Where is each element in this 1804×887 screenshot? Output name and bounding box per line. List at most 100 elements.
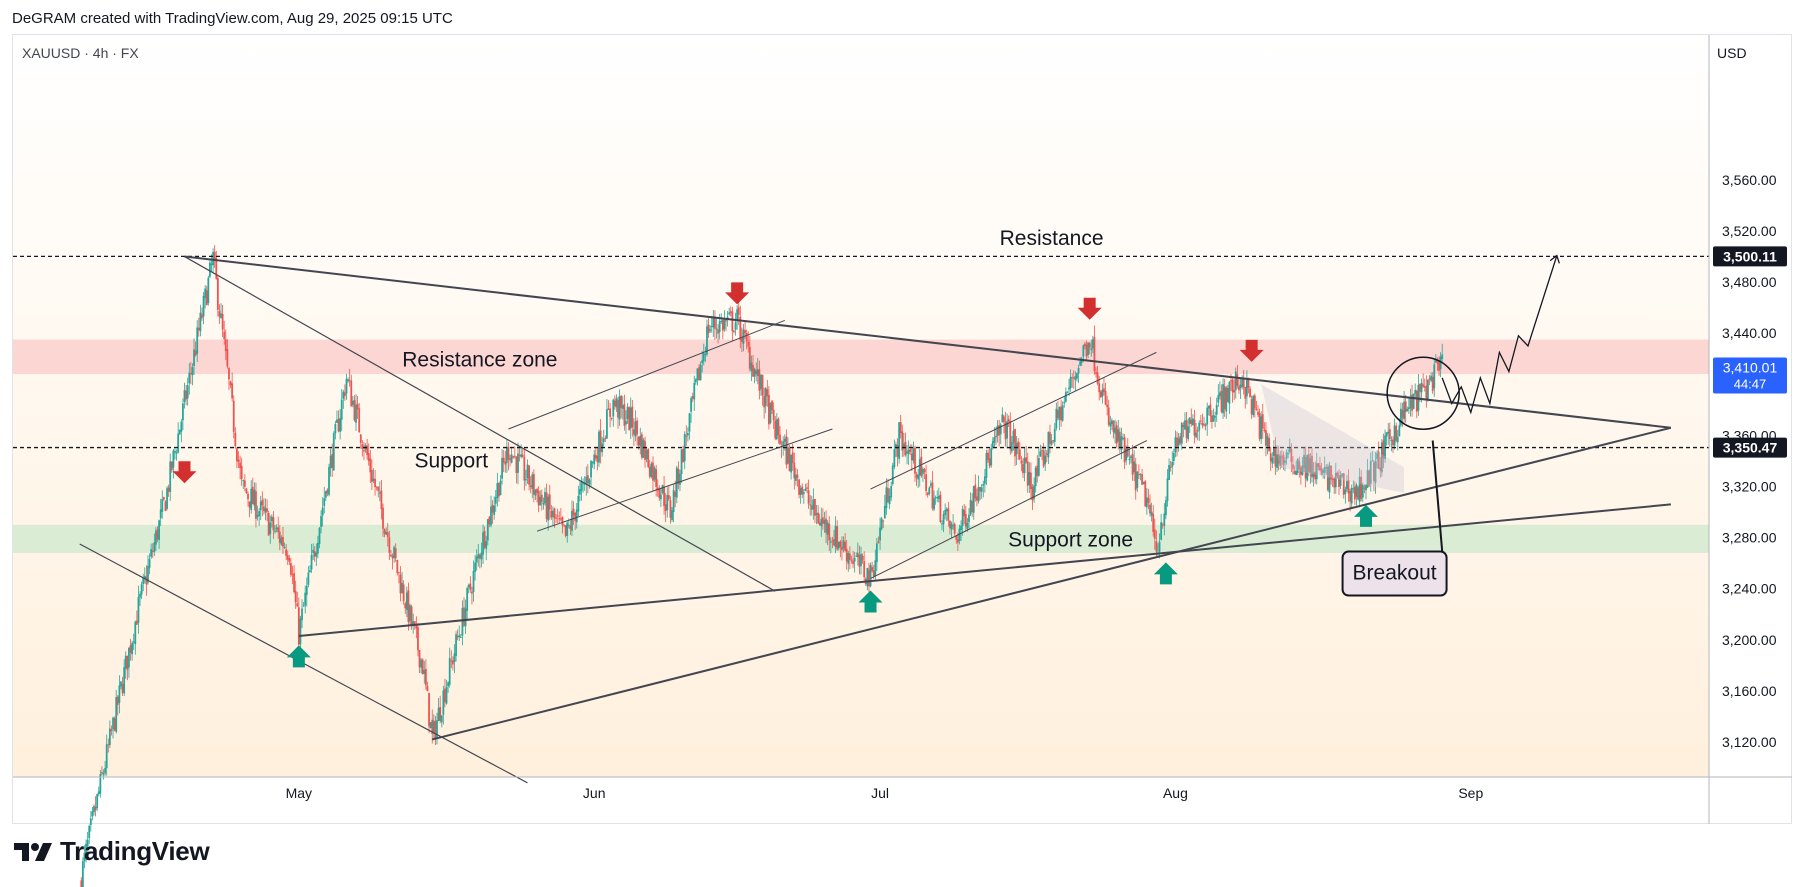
candle-body: [1088, 343, 1091, 348]
candle-body: [404, 603, 407, 609]
candle-body: [761, 374, 764, 396]
candle-body: [202, 295, 205, 317]
candle-body: [629, 407, 632, 429]
candle-body: [1355, 484, 1358, 498]
candle-body: [1346, 481, 1348, 490]
candle-body: [617, 399, 619, 418]
currency-label[interactable]: USD: [1717, 45, 1747, 61]
candle-body: [726, 316, 729, 320]
candle-body: [370, 470, 373, 482]
candle-body: [199, 312, 202, 332]
candle-body: [798, 479, 800, 495]
candle-body: [369, 458, 372, 473]
candle-body: [472, 571, 475, 592]
candle-body: [236, 448, 238, 462]
candle-body: [858, 554, 861, 567]
candle-body: [1028, 472, 1031, 486]
candle-body: [1026, 461, 1029, 486]
candle-body: [599, 430, 602, 452]
candle-body: [934, 497, 937, 499]
candle-body: [1427, 379, 1429, 400]
candle-body: [180, 421, 183, 432]
y-tick-label: 3,120.00: [1722, 734, 1777, 750]
candle-body: [188, 372, 191, 384]
candle-body: [807, 490, 810, 504]
peak-arrow-2: [1077, 297, 1102, 320]
candle-body: [1158, 541, 1161, 552]
candle-body: [504, 461, 507, 465]
candle-body: [1203, 424, 1205, 426]
candle-body: [961, 508, 964, 526]
candle-body: [620, 395, 623, 408]
candle-body: [243, 480, 246, 487]
candle-body: [278, 531, 281, 543]
candle-body: [1304, 457, 1307, 479]
candle-body: [1041, 450, 1043, 452]
candle-body: [220, 313, 222, 318]
candle-body: [1212, 415, 1215, 422]
candle-body: [323, 498, 326, 506]
candle-body: [343, 392, 346, 396]
candle-body: [588, 479, 591, 485]
candle-body: [556, 515, 559, 517]
candle-body: [715, 328, 718, 330]
candle-body: [232, 400, 235, 432]
candle-body: [1023, 457, 1026, 474]
candle-body: [710, 326, 713, 328]
candle-body: [912, 448, 915, 461]
candle-body: [753, 368, 756, 377]
candle-body: [488, 516, 491, 525]
candle-body: [213, 251, 216, 259]
candle-body: [714, 318, 716, 329]
candle-body: [439, 707, 442, 721]
candle-body: [418, 649, 421, 668]
candle-body: [869, 565, 872, 587]
candle-body: [1245, 378, 1248, 397]
candle-body: [856, 552, 859, 558]
y-tick-label: 3,200.00: [1722, 632, 1777, 648]
candle-body: [1242, 379, 1245, 388]
candle-body: [240, 465, 243, 479]
candle-body: [644, 441, 646, 460]
candle-body: [949, 520, 951, 529]
candle-body: [875, 543, 878, 563]
candle-body: [1258, 413, 1261, 439]
candle-body: [550, 510, 553, 518]
candle-body: [174, 450, 176, 453]
candle-body: [893, 449, 896, 467]
candle-body: [636, 420, 638, 435]
candle-body: [653, 467, 656, 480]
candle-body: [1266, 436, 1269, 447]
candle-body: [1145, 497, 1148, 508]
candle-body: [1014, 429, 1016, 457]
candle-body: [956, 539, 959, 543]
candle-body: [904, 442, 907, 456]
candle-body: [1104, 391, 1107, 405]
y-tick-label: 3,560.00: [1722, 172, 1777, 188]
candle-body: [615, 398, 618, 408]
candle-body: [216, 278, 219, 310]
candle-body: [1101, 389, 1104, 397]
candle-body: [1280, 456, 1283, 458]
candle-body: [1438, 361, 1440, 371]
candle-body: [706, 326, 708, 355]
candle-body: [806, 487, 808, 489]
candle-body: [348, 380, 351, 382]
candle-body: [866, 567, 869, 587]
candle-body: [331, 454, 334, 469]
candle-body: [607, 408, 610, 410]
candle-body: [315, 552, 318, 557]
candle-body: [1241, 378, 1244, 388]
tradingview-logo[interactable]: TradingView: [14, 836, 210, 867]
resistance-zone: [13, 339, 1709, 375]
candle-body: [496, 483, 499, 499]
candle-body: [270, 516, 273, 522]
candle-body: [763, 395, 766, 408]
candle-body: [309, 570, 311, 573]
candle-body: [777, 418, 780, 436]
candle-body: [502, 457, 505, 463]
symbol-info[interactable]: XAUUSD · 4h · FX: [22, 45, 139, 61]
candle-body: [1030, 472, 1032, 490]
candle-body: [1314, 471, 1317, 480]
